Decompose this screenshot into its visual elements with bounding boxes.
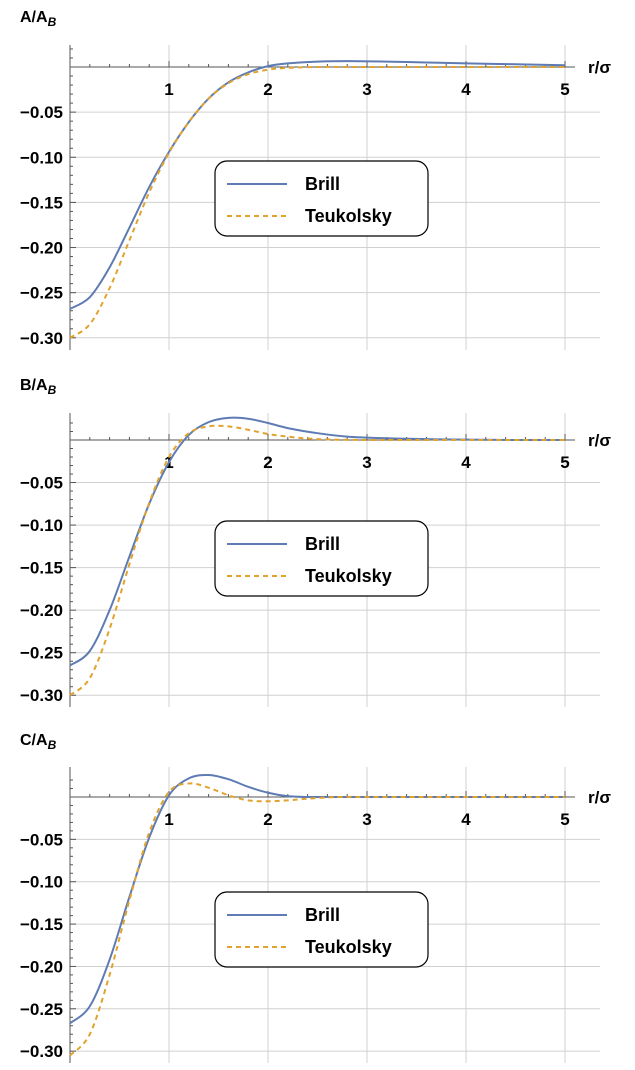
legend: Brill Teukolsky <box>214 520 429 597</box>
y-tick-label: −0.05 <box>20 103 63 122</box>
y-tick-label: −0.25 <box>20 1000 63 1019</box>
x-tick-label: 4 <box>461 80 471 99</box>
legend-box <box>214 160 429 237</box>
y-tick-label: −0.30 <box>20 686 63 705</box>
x-axis-label: r/σ <box>588 788 611 807</box>
x-axis-label: r/σ <box>588 431 611 450</box>
y-tick-label: −0.20 <box>20 239 63 258</box>
y-tick-label: −0.15 <box>20 193 63 212</box>
x-tick-label: 2 <box>263 80 272 99</box>
x-tick-label: 4 <box>461 810 471 829</box>
y-tick-label: −0.30 <box>20 1042 63 1061</box>
legend-label: Brill <box>305 174 340 194</box>
x-tick-label: 2 <box>263 810 272 829</box>
series-line-brill <box>69 60 566 310</box>
y-tick-label: −0.25 <box>20 284 63 303</box>
series-line-brill <box>69 773 565 1025</box>
x-axis-label: r/σ <box>588 58 611 77</box>
x-tick-label: 5 <box>560 810 569 829</box>
legend-label: Brill <box>305 534 340 554</box>
chart-panel: A/AB r/σ 1 2 3 4 5 −0.05 −0.10 −0.15 −0.20 −0.25 −0.… <box>20 9 611 350</box>
x-tick-label: 5 <box>560 453 569 472</box>
y-tick-label: −0.10 <box>20 873 63 892</box>
y-tick-label: −0.15 <box>20 559 63 578</box>
y-tick-label: −0.05 <box>20 474 63 493</box>
legend-label: Teukolsky <box>305 937 392 957</box>
y-tick-label: −0.25 <box>20 644 63 663</box>
y-axis-label: A/AB <box>20 9 57 29</box>
y-tick-label: −0.10 <box>20 148 63 167</box>
chart-panel: C/AB r/σ 1 2 3 4 5 −0.05 −0.10 −0.15 −0.20 −0.25 −0.… <box>20 732 611 1063</box>
x-tick-label: 3 <box>362 810 371 829</box>
series-line-teukolsky <box>69 782 565 1057</box>
series-line-teukolsky <box>69 424 565 697</box>
chart-panel: B/ABr/σ1 2 3 4 5−0.05−0.10−0.15−0.20−0.25−0.… <box>20 377 611 707</box>
x-tick-label: 1 <box>164 80 173 99</box>
y-tick-label: −0.05 <box>20 830 63 849</box>
x-tick-label: 5 <box>560 80 569 99</box>
y-tick-label: −0.20 <box>20 957 63 976</box>
legend: Brill Teukolsky <box>214 160 429 237</box>
legend-box <box>214 891 429 968</box>
legend-label: Brill <box>305 905 340 925</box>
series-line-teukolsky <box>69 65 565 339</box>
x-tick-label: 4 <box>461 453 471 472</box>
x-tick-label: 1 <box>164 810 173 829</box>
x-tick-label: 3 <box>362 453 371 472</box>
legend-label: Teukolsky <box>305 206 392 226</box>
legend-box <box>214 520 429 597</box>
legend-label: Teukolsky <box>305 566 392 586</box>
y-axis-label: C/AB <box>20 732 57 752</box>
y-tick-label: −0.30 <box>20 329 63 348</box>
y-tick-label: −0.10 <box>20 516 63 535</box>
y-axis-label: B/AB <box>20 377 57 397</box>
y-tick-label: −0.20 <box>20 601 63 620</box>
x-tick-label: 3 <box>362 80 371 99</box>
legend: Brill Teukolsky <box>214 891 429 968</box>
x-tick-label: 2 <box>263 453 272 472</box>
y-tick-label: −0.15 <box>20 915 63 934</box>
